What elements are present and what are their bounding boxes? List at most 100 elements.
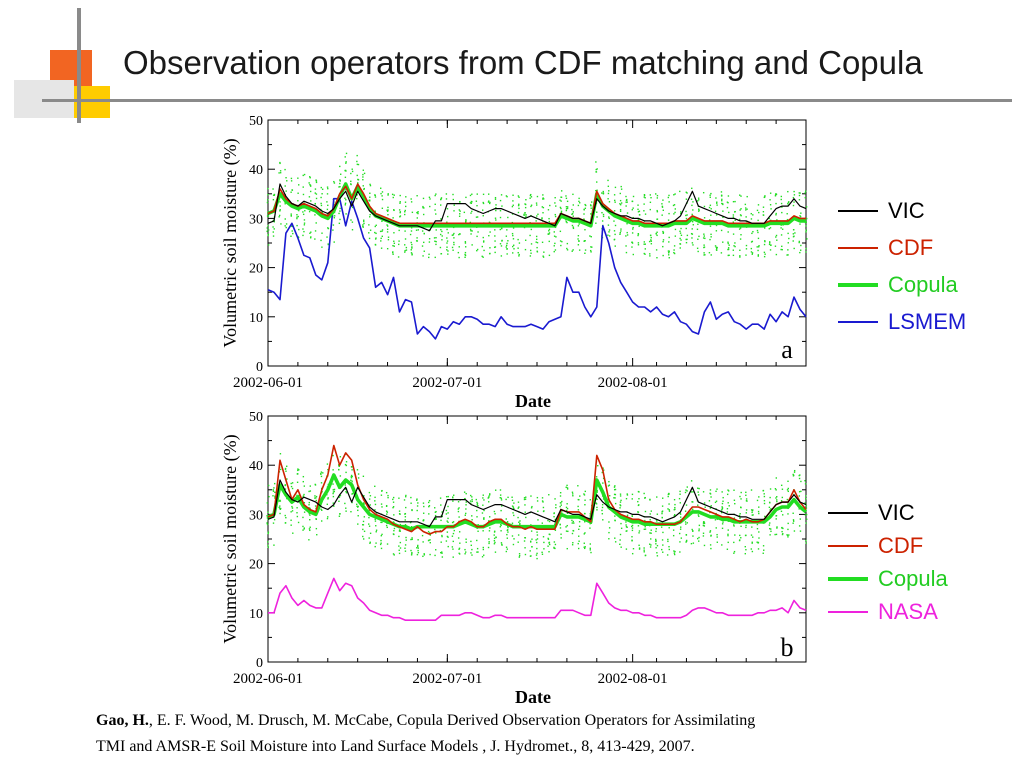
ensemble-point — [452, 193, 454, 196]
ensemble-point — [714, 519, 717, 521]
ensemble-point — [625, 205, 627, 207]
ensemble-point — [417, 229, 419, 231]
ensemble-point — [786, 213, 788, 215]
ensemble-point — [541, 217, 543, 219]
ensemble-point — [745, 216, 747, 218]
ensemble-point — [787, 487, 789, 490]
ensemble-point — [643, 196, 645, 198]
ensemble-point — [770, 208, 772, 210]
ensemble-point — [385, 491, 388, 494]
ensemble-point — [333, 241, 335, 243]
ensemble-point — [422, 206, 424, 209]
ensemble-point — [368, 224, 370, 226]
ensemble-point — [787, 503, 789, 505]
ensemble-point — [381, 533, 383, 536]
ensemble-point — [446, 208, 449, 210]
ensemble-point — [435, 213, 437, 215]
ensemble-point — [710, 214, 712, 216]
ensemble-point — [787, 490, 790, 493]
ensemble-point — [775, 533, 778, 536]
ensemble-point — [756, 541, 758, 543]
ensemble-point — [679, 512, 681, 515]
ensemble-point — [279, 170, 282, 172]
ensemble-point — [709, 225, 712, 227]
ensemble-point — [613, 194, 616, 196]
ensemble-point — [774, 195, 777, 197]
ensemble-point — [471, 498, 473, 501]
ensemble-point — [643, 241, 646, 243]
ensemble-point — [470, 212, 472, 214]
ensemble-point — [464, 251, 467, 254]
ensemble-point — [320, 475, 323, 478]
ensemble-point — [667, 538, 669, 541]
ensemble-point — [589, 543, 592, 545]
ensemble-point — [471, 193, 473, 195]
ensemble-point — [674, 235, 677, 237]
ensemble-point — [303, 230, 305, 233]
ensemble-point — [494, 235, 496, 237]
ensemble-point — [441, 230, 443, 233]
ensemble-point — [339, 456, 342, 458]
ensemble-point — [792, 196, 795, 199]
ensemble-point — [697, 197, 700, 199]
ensemble-point — [577, 509, 580, 511]
ensemble-point — [769, 204, 772, 206]
ensemble-point — [291, 482, 294, 484]
ensemble-point — [578, 499, 580, 501]
ensemble-point — [489, 231, 491, 233]
ensemble-point — [441, 515, 444, 518]
ensemble-point — [554, 529, 557, 532]
ensemble-point — [793, 201, 795, 203]
ensemble-point — [578, 197, 580, 200]
ensemble-point — [464, 514, 466, 516]
ensemble-point — [273, 193, 276, 196]
ensemble-point — [566, 484, 568, 487]
ensemble-point — [745, 512, 748, 514]
ensemble-point — [585, 204, 587, 207]
ensemble-point — [555, 205, 557, 207]
ensemble-point — [356, 174, 358, 177]
ensemble-point — [710, 547, 712, 550]
ensemble-point — [434, 528, 436, 531]
ensemble-point — [572, 249, 574, 251]
ensemble-point — [457, 501, 460, 503]
ensemble-point — [554, 518, 556, 521]
ensemble-point — [309, 185, 312, 187]
legend-swatch — [838, 321, 878, 323]
ensemble-point — [488, 496, 490, 499]
ensemble-point — [601, 192, 603, 194]
ensemble-point — [499, 243, 502, 245]
ensemble-point — [326, 236, 328, 238]
ensemble-point — [411, 538, 413, 541]
ensemble-point — [794, 232, 796, 234]
y-axis-label: Volumetric soil moisture (%) — [220, 434, 241, 643]
ensemble-point — [710, 236, 712, 238]
ensemble-point — [679, 541, 681, 543]
ensemble-point — [273, 194, 276, 196]
ensemble-point — [799, 518, 802, 520]
ensemble-point — [302, 495, 305, 497]
ensemble-point — [561, 500, 563, 503]
ensemble-point — [762, 545, 765, 547]
ensemble-point — [698, 536, 700, 539]
ensemble-point — [662, 240, 664, 243]
ensemble-point — [535, 241, 537, 243]
ensemble-point — [744, 545, 746, 548]
ensemble-point — [272, 188, 274, 190]
ensemble-point — [637, 490, 640, 493]
ensemble-point — [608, 235, 611, 237]
ensemble-point — [363, 516, 366, 518]
ensemble-point — [793, 471, 796, 473]
ensemble-point — [608, 484, 611, 486]
ensemble-point — [296, 507, 298, 509]
ensemble-point — [267, 234, 269, 237]
ensemble-point — [374, 231, 376, 234]
ensemble-point — [762, 211, 765, 213]
ensemble-point — [338, 222, 341, 225]
ensemble-point — [507, 496, 509, 499]
ensemble-point — [549, 204, 551, 207]
ensemble-point — [500, 505, 503, 507]
ensemble-point — [608, 501, 610, 503]
ensemble-point — [553, 231, 555, 233]
ensemble-point — [505, 518, 507, 520]
